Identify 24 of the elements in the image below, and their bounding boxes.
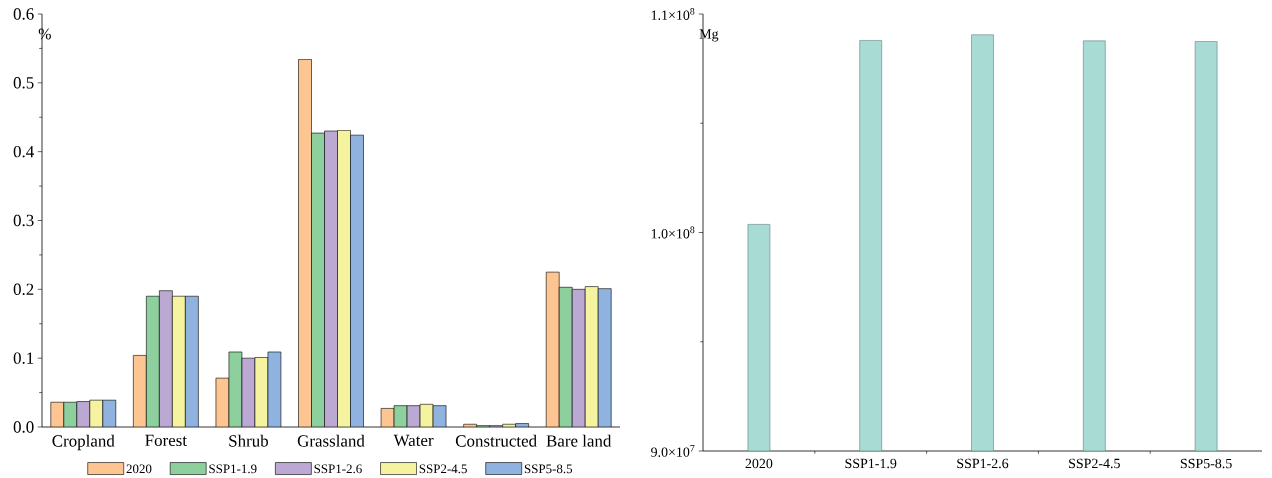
y-tick-label: 1.0×10$^{8}$ [651,226,695,239]
x-tick-label: Constructed [455,434,537,447]
x-tick-label: Grassland [297,434,365,447]
x-tick-label: Water [393,434,434,447]
y-tick-label: 0.3 [13,214,34,227]
x-tick-label: Cropland [52,434,115,451]
x-tick-label: SSP1-2.6 [957,458,1009,469]
y-axis-title: Mg [699,29,719,42]
x-tick-label: SSP5-8.5 [1180,458,1232,469]
y-tick-label: 0.0 [13,421,34,433]
y-tick-label: 9.0×10$^{7}$ [651,445,695,457]
x-tick-label: Shrub [229,434,269,447]
y-axis-title: % [38,28,51,40]
x-tick-label: Bare land [546,434,612,447]
y-tick-label: 0.1 [13,352,34,364]
x-tick-label: SSP1-1.9 [845,458,897,469]
y-tick-label: 0.2 [13,283,34,296]
y-tick-label: 0.5 [13,77,34,89]
y-tick-label: 0.6 [13,8,34,20]
x-tick-label: Forest [145,434,187,447]
x-tick-label: SSP2-4.5 [1069,458,1120,469]
x-tick-label: 2020 [745,458,773,469]
y-tick-label: 1.1×10$^{8}$ [651,8,695,20]
y-tick-label: 0.4 [13,145,34,158]
